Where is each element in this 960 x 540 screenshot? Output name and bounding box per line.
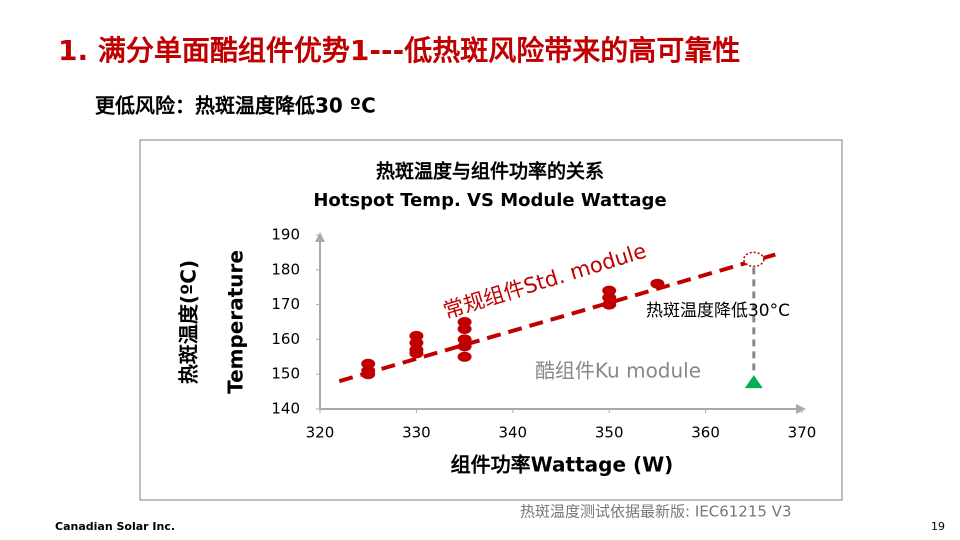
- x-axis-label: 组件功率Wattage (W): [451, 453, 674, 477]
- series-label: 酷组件Ku module: [535, 359, 701, 383]
- y-axis-label: 热斑温度(ºC): [177, 260, 201, 384]
- annotation: 热斑温度降低30°C: [646, 301, 790, 321]
- x-tick-label: 320: [306, 424, 335, 442]
- slide-subtitle: 更低风险：热斑温度降低30 ºC: [95, 94, 376, 118]
- data-point: [409, 330, 424, 341]
- y-axis-arrow: [315, 232, 325, 242]
- chart-title: 热斑温度与组件功率的关系: [376, 160, 604, 183]
- ku-point: [744, 375, 763, 389]
- y-axis-label-en: Temperature: [224, 250, 248, 394]
- x-tick-label: 370: [788, 424, 817, 442]
- source-note: 热斑温度测试依据最新版: IEC61215 V3: [520, 503, 792, 521]
- data-point: [457, 317, 472, 327]
- target-point: [743, 251, 765, 268]
- slide-title: 1. 满分单面酷组件优势1---低热斑风险带来的高可靠性: [58, 34, 740, 67]
- x-tick-label: 350: [595, 424, 624, 442]
- x-tick-label: 340: [498, 424, 527, 442]
- data-point: [457, 334, 472, 345]
- data-point: [361, 358, 376, 369]
- y-tick-label: 140: [271, 400, 300, 418]
- data-point: [602, 292, 617, 303]
- chart-frame: [139, 139, 843, 501]
- y-tick-label: 160: [271, 330, 300, 348]
- data-point: [457, 351, 472, 362]
- x-tick-label: 330: [402, 424, 431, 442]
- y-tick-label: 190: [271, 226, 300, 244]
- chart-subtitle: Hotspot Temp. VS Module Wattage: [313, 190, 666, 211]
- data-point: [361, 369, 376, 380]
- x-tick-label: 360: [691, 424, 720, 442]
- data-point: [602, 285, 617, 296]
- data-point: [457, 323, 472, 334]
- y-tick-label: 150: [271, 365, 300, 383]
- data-point: [409, 337, 424, 348]
- x-axis-arrow: [796, 404, 806, 414]
- page-number: 19: [931, 520, 945, 533]
- data-point: [602, 299, 617, 310]
- y-tick-label: 170: [271, 295, 300, 313]
- trend-line: [338, 250, 784, 384]
- data-point: [457, 341, 472, 352]
- data-point: [650, 278, 665, 289]
- data-point: [409, 348, 424, 359]
- footer: Canadian Solar Inc.: [55, 520, 175, 533]
- y-tick-label: 180: [271, 260, 300, 278]
